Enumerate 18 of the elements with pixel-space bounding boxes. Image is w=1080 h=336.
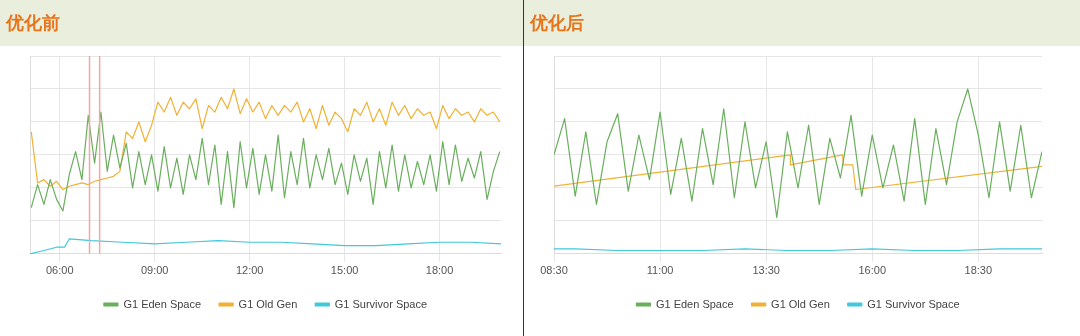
legend-label: G1 Survivor Space	[334, 297, 428, 310]
legend-label: G1 Survivor Space	[867, 297, 960, 310]
chart-title: 优化前	[0, 0, 523, 46]
x-tick-label: 18:00	[425, 264, 454, 277]
legend-label: G1 Eden Space	[123, 297, 202, 310]
x-tick-label: 08:30	[540, 264, 568, 277]
x-tick-label: 06:00	[45, 264, 74, 277]
x-tick-label: 18:30	[964, 264, 993, 277]
x-tick-label: 12:00	[235, 264, 264, 277]
legend-label: G1 Old Gen	[238, 297, 298, 310]
legend-label: G1 Old Gen	[771, 297, 830, 310]
x-tick-label: 11:00	[646, 264, 674, 277]
x-tick-label: 15:00	[330, 264, 359, 277]
x-tick-label: 13:30	[752, 264, 780, 277]
x-tick-label: 09:00	[140, 264, 169, 277]
legend-label: G1 Eden Space	[655, 297, 734, 310]
x-tick-label: 16:00	[858, 264, 887, 277]
chart-title: 优化后	[524, 0, 1080, 46]
